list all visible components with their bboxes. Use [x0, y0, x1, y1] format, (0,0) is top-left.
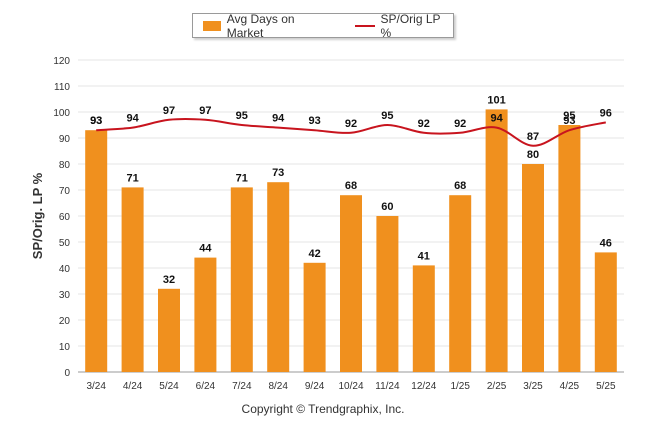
y-tick-label: 80	[59, 160, 71, 171]
x-tick-label: 4/25	[560, 381, 580, 392]
x-tick-label: 9/24	[305, 381, 325, 392]
y-tick-label: 30	[59, 290, 71, 301]
bar-data-label: 32	[163, 274, 175, 286]
line-data-label: 93	[563, 115, 575, 127]
y-axis-title: SP/Orig. LP %	[30, 172, 45, 259]
x-tick-label: 3/25	[523, 381, 543, 392]
x-tick-label: 10/24	[338, 381, 363, 392]
x-tick-label: 3/24	[86, 381, 106, 392]
bar	[558, 125, 581, 372]
x-tick-label: 2/25	[487, 381, 507, 392]
x-tick-label: 11/24	[375, 381, 400, 392]
bar	[194, 257, 217, 372]
bar-data-label: 42	[308, 248, 320, 260]
legend-item-line[interactable]: SP/Orig LP %	[343, 12, 453, 40]
x-tick-label: 12/24	[411, 381, 436, 392]
y-tick-label: 60	[59, 212, 71, 223]
y-tick-label: 10	[59, 342, 71, 353]
line-data-label: 87	[527, 131, 539, 143]
bar	[303, 262, 326, 372]
legend-line-swatch-icon	[354, 24, 375, 27]
line-data-label: 92	[345, 118, 357, 130]
y-tick-label: 120	[53, 56, 70, 67]
bar-data-label: 80	[527, 149, 539, 161]
x-tick-label: 6/24	[196, 381, 216, 392]
bar	[522, 164, 544, 372]
bar	[449, 195, 472, 372]
x-tick-label: 4/24	[123, 381, 143, 392]
bar-data-label: 71	[236, 172, 248, 184]
line-data-label: 95	[236, 110, 248, 122]
y-tick-label: 50	[59, 238, 71, 249]
y-tick-label: 40	[59, 264, 71, 275]
bar-data-label: 101	[487, 94, 505, 106]
bar-data-label: 44	[199, 243, 212, 255]
legend-bar-label: Avg Days on Market	[226, 11, 295, 40]
legend: Avg Days on Market SP/Orig LP %	[192, 12, 454, 40]
line-data-label: 92	[454, 118, 466, 130]
bar	[230, 187, 253, 372]
x-tick-label: 7/24	[232, 381, 252, 392]
legend-item-bar[interactable]: Avg Days on Market	[203, 12, 333, 40]
bar	[267, 182, 290, 372]
bar-data-label: 93	[90, 115, 102, 127]
line-data-label: 94	[126, 113, 139, 125]
x-tick-label: 5/24	[159, 381, 179, 392]
bar-data-label: 60	[381, 201, 393, 213]
bar	[485, 109, 508, 373]
bar-data-label: 41	[418, 250, 430, 262]
line-data-label: 95	[381, 110, 393, 122]
bar	[158, 288, 180, 372]
bar-data-label: 73	[272, 167, 284, 179]
x-tick-label: 1/25	[450, 381, 470, 392]
line-data-label: 93	[90, 115, 102, 127]
y-tick-label: 110	[54, 82, 70, 93]
y-tick-label: 100	[53, 108, 70, 119]
bar	[85, 130, 108, 372]
bar	[340, 195, 362, 372]
bar	[412, 265, 435, 372]
y-tick-label: 70	[59, 186, 71, 197]
bar-data-label: 68	[454, 180, 466, 192]
line-data-label: 93	[308, 115, 320, 127]
bar	[376, 216, 399, 372]
bar-data-label: 95	[563, 110, 575, 122]
legend-line-label: SP/Orig LP %	[380, 11, 441, 40]
line-series-path	[96, 117, 607, 147]
bar	[594, 252, 617, 372]
y-tick-label: 90	[59, 134, 71, 145]
copyright-text: Copyright © Trendgraphix, Inc.	[241, 402, 405, 416]
bar-data-label: 71	[126, 172, 138, 184]
line-data-label: 96	[600, 107, 612, 119]
x-tick-label: 8/24	[268, 381, 288, 392]
bar-data-label: 46	[600, 237, 612, 249]
legend-bar-swatch-icon	[203, 20, 221, 31]
line-data-label: 92	[418, 118, 430, 130]
line-data-label: 97	[199, 105, 211, 117]
line-data-label: 94	[490, 113, 503, 125]
bar	[121, 187, 144, 372]
y-tick-label: 20	[59, 316, 71, 327]
line-data-label: 97	[163, 105, 175, 117]
bar-data-label: 68	[345, 180, 357, 192]
y-tick-label: 0	[64, 368, 70, 379]
line-data-label: 94	[272, 113, 285, 125]
x-tick-label: 5/25	[596, 381, 616, 392]
